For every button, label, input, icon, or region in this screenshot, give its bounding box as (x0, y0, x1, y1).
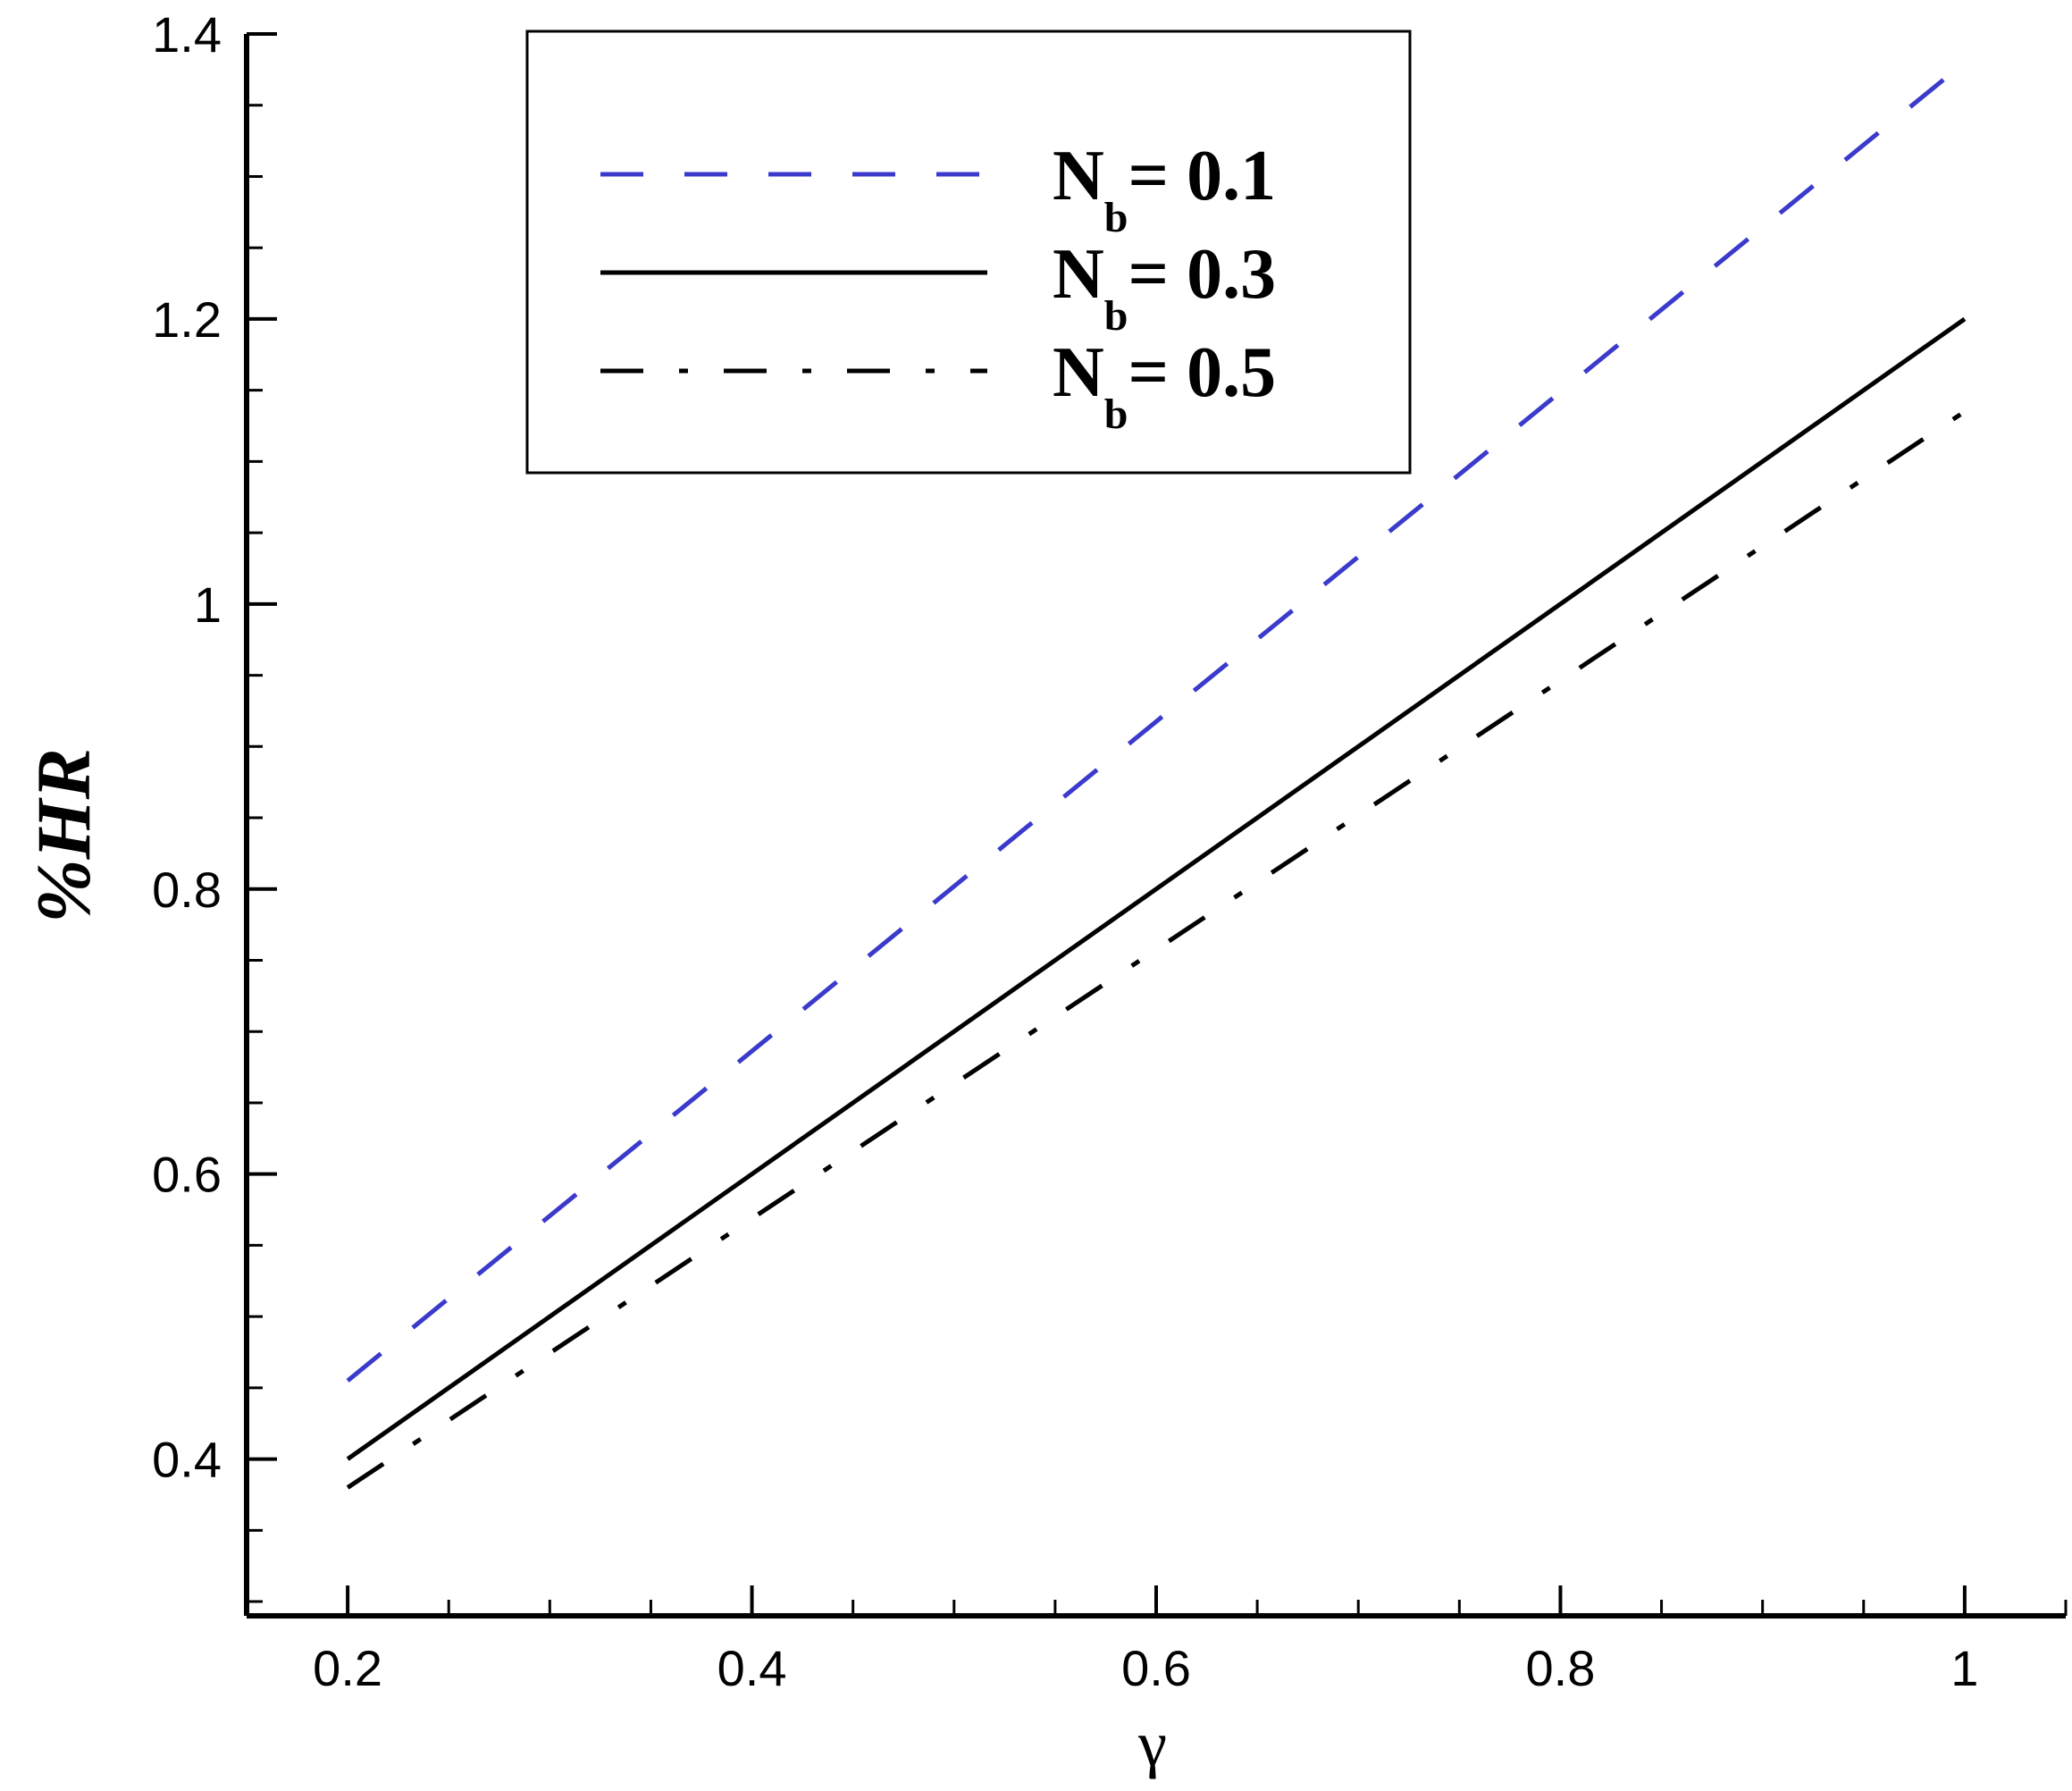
x-tick-label: 0.2 (313, 1640, 382, 1696)
legend: Nb= 0.1Nb= 0.3Nb= 0.5 (525, 29, 1412, 475)
y-tick-label: 0.6 (152, 1147, 222, 1203)
series-line-2 (346, 316, 1967, 1461)
series-line-1 (346, 60, 1967, 1383)
legend-label-subscript: b (1104, 391, 1128, 438)
y-tick-label: 0.4 (152, 1432, 222, 1488)
plot-lines (346, 60, 1967, 1490)
y-tick-label: 1.4 (152, 6, 222, 63)
legend-label-2: Nb= 0.3 (1053, 235, 1276, 340)
series-line-3 (346, 409, 1967, 1490)
y-axis-title: %HR (21, 748, 106, 923)
x-axis-title: γ (1137, 1708, 1167, 1779)
legend-label-1: Nb= 0.1 (1053, 137, 1276, 241)
legend-label-subscript: b (1104, 194, 1128, 241)
legend-label-3: Nb= 0.5 (1053, 333, 1276, 438)
legend-label-main: N (1053, 137, 1104, 215)
x-tick-label: 0.6 (1121, 1640, 1191, 1696)
legend-label-value: = 0.3 (1128, 235, 1276, 314)
x-tick-label: 1 (1950, 1640, 1978, 1696)
legend-label-subscript: b (1104, 292, 1128, 340)
legend-label-value: = 0.1 (1128, 137, 1276, 215)
legend-label-main: N (1053, 333, 1104, 412)
legend-label-value: = 0.5 (1128, 333, 1276, 412)
legend-box (525, 29, 1412, 475)
y-tick-label: 1 (194, 576, 222, 633)
ticks (245, 32, 2068, 1616)
legend-label-main: N (1053, 235, 1104, 314)
tick-labels: 0.2 0.4 0.6 0.8 1 0.4 0.6 0.8 1 1.2 1.4 (152, 6, 1978, 1696)
y-tick-label: 0.8 (152, 862, 222, 918)
x-tick-label: 0.8 (1526, 1640, 1596, 1696)
x-tick-label: 0.4 (717, 1640, 787, 1696)
y-tick-label: 1.2 (152, 291, 222, 348)
